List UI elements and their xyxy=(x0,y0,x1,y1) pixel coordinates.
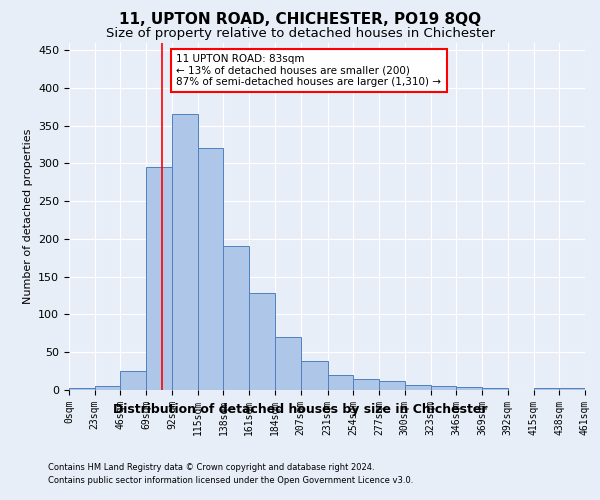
Bar xyxy=(249,294,275,390)
Bar xyxy=(121,371,146,390)
Bar xyxy=(533,388,559,390)
Text: 11, UPTON ROAD, CHICHESTER, PO19 8QQ: 11, UPTON ROAD, CHICHESTER, PO19 8QQ xyxy=(119,12,481,28)
Bar xyxy=(95,386,121,390)
Text: 11 UPTON ROAD: 83sqm
← 13% of detached houses are smaller (200)
87% of semi-deta: 11 UPTON ROAD: 83sqm ← 13% of detached h… xyxy=(176,54,442,87)
Text: Contains public sector information licensed under the Open Government Licence v3: Contains public sector information licen… xyxy=(48,476,413,485)
Bar xyxy=(379,381,405,390)
Bar xyxy=(456,387,482,390)
Bar xyxy=(275,337,301,390)
Bar xyxy=(405,384,431,390)
Bar xyxy=(69,388,95,390)
Bar xyxy=(198,148,223,390)
Bar xyxy=(482,388,508,390)
Bar xyxy=(301,362,328,390)
Bar xyxy=(353,378,379,390)
Bar xyxy=(223,246,249,390)
Text: Distribution of detached houses by size in Chichester: Distribution of detached houses by size … xyxy=(113,402,487,415)
Bar xyxy=(172,114,198,390)
Text: Size of property relative to detached houses in Chichester: Size of property relative to detached ho… xyxy=(106,28,494,40)
Y-axis label: Number of detached properties: Number of detached properties xyxy=(23,128,32,304)
Text: Contains HM Land Registry data © Crown copyright and database right 2024.: Contains HM Land Registry data © Crown c… xyxy=(48,462,374,471)
Bar xyxy=(146,167,172,390)
Bar xyxy=(559,388,585,390)
Bar xyxy=(431,386,456,390)
Bar xyxy=(328,375,353,390)
